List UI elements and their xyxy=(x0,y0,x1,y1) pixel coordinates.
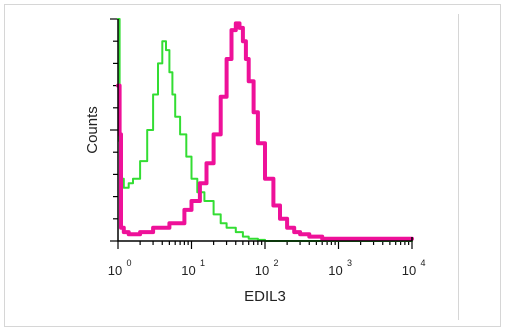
x-tick-label-exponent: 3 xyxy=(347,258,352,268)
y-axis-ticks xyxy=(110,18,118,242)
x-axis-ticks xyxy=(117,241,413,249)
x-axis-tick-labels: 10 0 10 1 10 2 10 3 10 4 xyxy=(108,258,426,278)
x-tick-label-base: 10 xyxy=(255,263,269,278)
x-tick-label-base: 10 xyxy=(328,263,342,278)
figure-frame xyxy=(4,4,501,327)
x-axis-label: EDIL3 xyxy=(244,288,286,305)
y-axis-label: Counts xyxy=(84,106,101,154)
plot-axes xyxy=(117,19,413,242)
x-tick-label-base: 10 xyxy=(108,263,122,278)
x-tick-label-exponent: 0 xyxy=(126,258,131,268)
x-tick-label-exponent: 1 xyxy=(200,258,205,268)
series-line-edil3 xyxy=(116,21,414,241)
series-line-control xyxy=(117,18,413,242)
axis-frame xyxy=(117,19,413,242)
panel-divider xyxy=(458,14,459,320)
x-tick-label-base: 10 xyxy=(402,263,416,278)
x-tick-label-exponent: 2 xyxy=(273,258,278,268)
series-layer xyxy=(116,18,414,242)
x-tick-label-exponent: 4 xyxy=(420,258,425,268)
x-tick-label-base: 10 xyxy=(181,263,195,278)
